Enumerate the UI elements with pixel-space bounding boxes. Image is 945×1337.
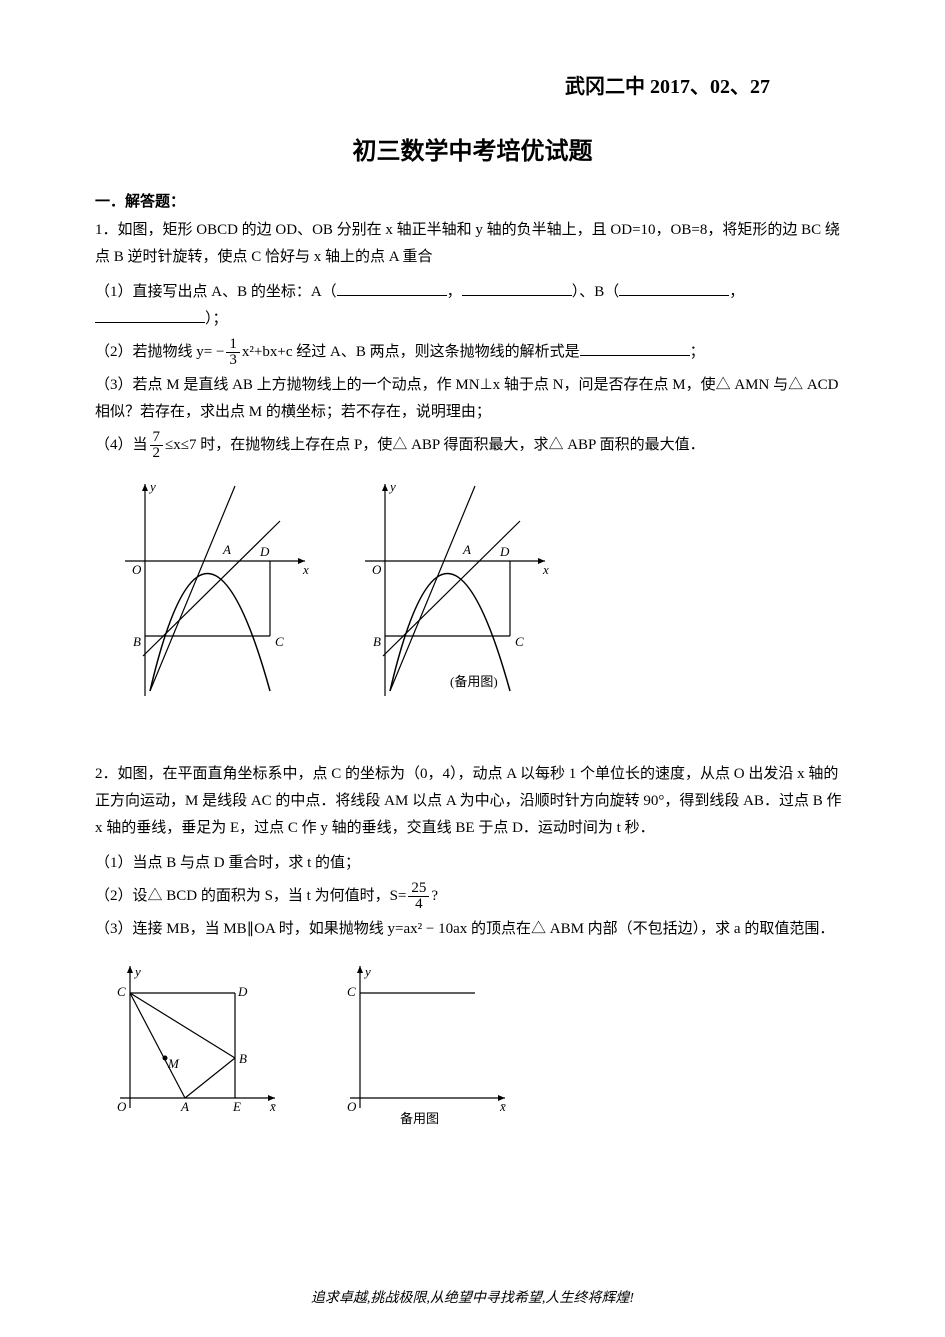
problem-1-sub1-prefix: （1）直接写出点 A、B 的坐标：A（ <box>95 284 337 300</box>
svg-text:B: B <box>239 1051 247 1066</box>
problem-2-figures: y x̄ O C D B A E M y x̄ O C 备用图 <box>105 958 850 1123</box>
svg-text:C: C <box>515 634 524 649</box>
svg-text:x: x <box>542 562 549 577</box>
text-suffix: ? <box>431 888 438 904</box>
blank-fill <box>619 281 729 296</box>
svg-text:B: B <box>373 634 381 649</box>
parabola-diagram-1: y x O A D B C <box>105 476 315 706</box>
problem-2-intro: 2．如图，在平面直角坐标系中，点 C 的坐标为（0，4），动点 A 以每秒 1 … <box>95 761 850 842</box>
svg-text:O: O <box>372 562 382 577</box>
blank-fill <box>462 281 572 296</box>
main-title: 初三数学中考培优试题 <box>95 131 850 166</box>
text-mid: ）、B（ <box>572 284 620 300</box>
problem-1-sub1: （1）直接写出点 A、B 的坐标：A（ ， ）、B（ ， ）； <box>95 279 850 333</box>
problem-2-sub2: （2）设△ BCD 的面积为 S，当 t 为何值时，S=254? <box>95 881 850 912</box>
fraction: 254 <box>408 881 429 912</box>
svg-text:O: O <box>117 1099 127 1114</box>
figure-2: y x̄ O C D B A E M <box>105 958 285 1123</box>
text-comma: ， <box>447 284 462 300</box>
problem-1-sub2-prefix: （2）若抛物线 y= − <box>95 344 224 360</box>
svg-text:E: E <box>232 1099 241 1114</box>
svg-text:D: D <box>499 544 510 559</box>
coord-diagram-1: y x̄ O C D B A E M <box>105 958 285 1118</box>
fraction: 72 <box>150 430 164 461</box>
figure-1: y x O A D B C <box>105 476 315 711</box>
svg-text:C: C <box>117 984 126 999</box>
problem-1-sub2: （2）若抛物线 y= −13x²+bx+c 经过 A、B 两点，则这条抛物线的解… <box>95 337 850 368</box>
blank-fill <box>95 308 205 323</box>
fraction-den: 3 <box>226 353 240 368</box>
problem-1-sub3: （3）若点 M 是直线 AB 上方抛物线上的一个动点，作 MN⊥x 轴于点 N，… <box>95 372 850 426</box>
svg-text:C: C <box>275 634 284 649</box>
figure-backup-label-2: 备用图 <box>400 1108 439 1127</box>
svg-text:A: A <box>462 542 471 557</box>
svg-text:y: y <box>363 964 371 979</box>
svg-text:A: A <box>222 542 231 557</box>
header-title: 武冈二中 2017、02、27 <box>95 70 850 99</box>
svg-text:C: C <box>347 984 356 999</box>
svg-text:x: x <box>302 562 309 577</box>
problem-1-sub4-prefix: （4）当 <box>95 437 148 453</box>
fraction-num: 25 <box>408 881 429 897</box>
fraction-den: 4 <box>408 897 429 912</box>
fraction-num: 1 <box>226 337 240 353</box>
problem-1-intro: 1．如图，矩形 OBCD 的边 OD、OB 分别在 x 轴正半轴和 y 轴的负半… <box>95 217 850 271</box>
figure-2-backup: y x̄ O C 备用图 <box>335 958 515 1123</box>
figure-1-backup: y x O A D B C (备用图) <box>345 476 555 711</box>
svg-text:D: D <box>237 984 248 999</box>
svg-text:D: D <box>259 544 270 559</box>
fraction: 13 <box>226 337 240 368</box>
svg-text:O: O <box>132 562 142 577</box>
svg-text:O: O <box>347 1099 357 1114</box>
svg-text:M: M <box>167 1056 180 1071</box>
problem-1-figures: y x O A D B C y x O A D B C (备用图) <box>105 476 850 711</box>
svg-text:y: y <box>148 479 156 494</box>
svg-text:y: y <box>133 964 141 979</box>
problem-2-sub3: （3）连接 MB，当 MB∥OA 时，如果抛物线 y=ax² − 10ax 的顶… <box>95 916 850 943</box>
blank-fill <box>337 281 447 296</box>
figure-backup-label: (备用图) <box>450 671 498 690</box>
coord-diagram-2: y x̄ O C <box>335 958 515 1118</box>
fraction-num: 7 <box>150 430 164 446</box>
blank-fill <box>580 341 690 356</box>
svg-text:x̄: x̄ <box>269 1099 276 1114</box>
svg-text:A: A <box>180 1099 189 1114</box>
svg-text:x̄: x̄ <box>499 1099 506 1114</box>
problem-1-sub4: （4）当72≤x≤7 时，在抛物线上存在点 P，使△ ABP 得面积最大，求△ … <box>95 430 850 461</box>
problem-2-sub2-prefix: （2）设△ BCD 的面积为 S，当 t 为何值时，S= <box>95 888 406 904</box>
svg-text:y: y <box>388 479 396 494</box>
fraction-den: 2 <box>150 446 164 461</box>
problem-1-sub2-mid: x²+bx+c 经过 A、B 两点，则这条抛物线的解析式是 <box>242 344 580 360</box>
footer-motto: 追求卓越,挑战极限,从绝望中寻找希望,人生终将辉煌! <box>0 1287 945 1307</box>
text-comma: ， <box>729 284 744 300</box>
text-suffix: ）； <box>205 311 228 327</box>
text-suffix: ； <box>690 344 705 360</box>
svg-text:B: B <box>133 634 141 649</box>
problem-1-sub4-suffix: ≤x≤7 时，在抛物线上存在点 P，使△ ABP 得面积最大，求△ ABP 面积… <box>165 437 705 453</box>
problem-2-sub1: （1）当点 B 与点 D 重合时，求 t 的值； <box>95 850 850 877</box>
section-heading: 一．解答题： <box>95 190 850 211</box>
